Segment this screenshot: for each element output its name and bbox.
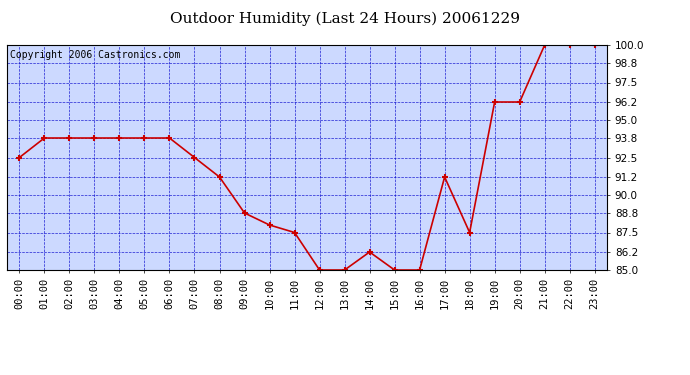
Text: Outdoor Humidity (Last 24 Hours) 20061229: Outdoor Humidity (Last 24 Hours) 2006122… — [170, 11, 520, 26]
Text: Copyright 2006 Castronics.com: Copyright 2006 Castronics.com — [10, 50, 180, 60]
